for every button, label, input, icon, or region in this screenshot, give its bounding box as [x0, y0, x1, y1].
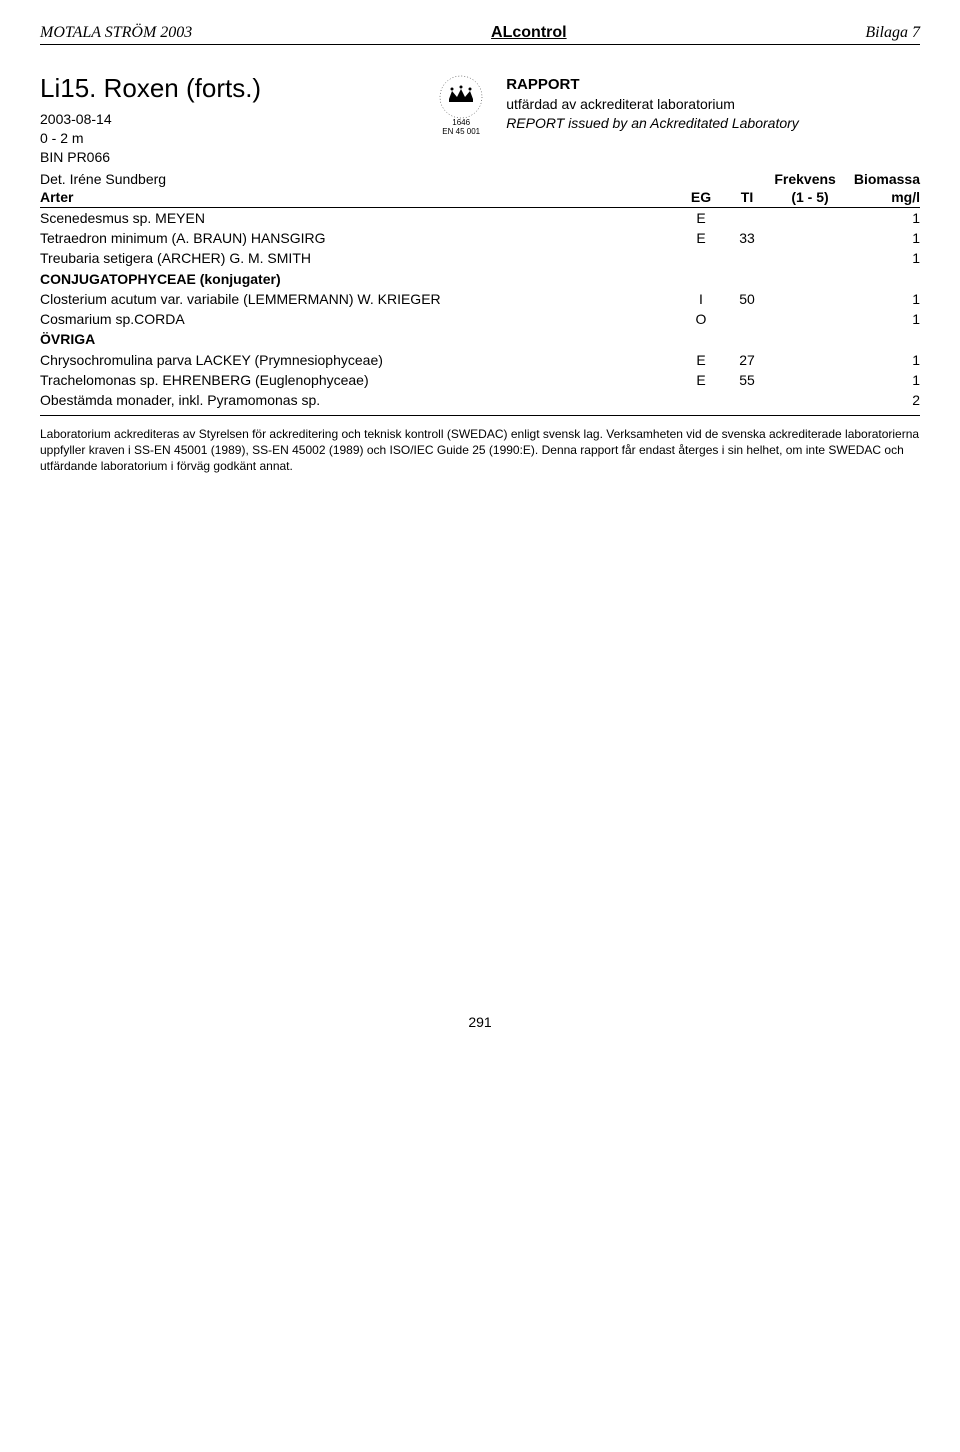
table-row: Chrysochromulina parva LACKEY (Prymnesio… [40, 350, 920, 370]
th-frekvens-range: (1 - 5) [770, 189, 850, 205]
cell-name: Closterium acutum var. variabile (LEMMER… [40, 289, 678, 309]
header-right: Bilaga 7 [865, 24, 920, 42]
table-row: Scenedesmus sp. MEYENE 1 [40, 208, 920, 228]
cell-frekvens [770, 289, 850, 309]
cell-ti [724, 208, 770, 228]
biomassa-label: Biomassa [854, 171, 920, 187]
table-header-row: Arter EG TI (1 - 5) mg/l [40, 189, 920, 208]
table-row: Obestämda monader, inkl. Pyramomonas sp.… [40, 390, 920, 410]
table-row: Treubaria setigera (ARCHER) G. M. SMITH 1 [40, 248, 920, 268]
table-row: Tetraedron minimum (A. BRAUN) HANSGIRGE3… [40, 228, 920, 248]
cell-ti [724, 309, 770, 329]
th-eg: EG [678, 189, 724, 205]
cell-frekvens [770, 248, 850, 268]
rapport-heading: RAPPORT [506, 75, 920, 95]
cell-ti [724, 248, 770, 268]
cell-eg: E [678, 370, 724, 390]
report-date: 2003-08-14 [40, 110, 416, 129]
cell-eg: E [678, 228, 724, 248]
cell-ti: 27 [724, 350, 770, 370]
header-left: MOTALA STRÖM 2003 [40, 24, 192, 42]
cell-biomassa: 1 [850, 228, 920, 248]
cell-biomassa: 1 [850, 350, 920, 370]
table-row: Cosmarium sp.CORDAO 1 [40, 309, 920, 329]
cell-name: Cosmarium sp.CORDA [40, 309, 678, 329]
th-arter: Arter [40, 189, 678, 205]
cell-ti: 50 [724, 289, 770, 309]
table-row: Closterium acutum var. variabile (LEMMER… [40, 289, 920, 309]
cell-name: ÖVRIGA [40, 329, 678, 349]
cell-biomassa: 1 [850, 370, 920, 390]
cell-biomassa: 1 [850, 208, 920, 228]
report-meta: 2003-08-14 0 - 2 m BIN PR066 [40, 110, 416, 167]
report-depth: 0 - 2 m [40, 129, 416, 148]
cell-eg [678, 269, 724, 289]
cell-frekvens [770, 350, 850, 370]
cell-eg: O [678, 309, 724, 329]
th-ti: TI [724, 189, 770, 205]
title-left: Li15. Roxen (forts.) 2003-08-14 0 - 2 m … [40, 73, 416, 167]
cell-frekvens [770, 208, 850, 228]
table-row: ÖVRIGA [40, 329, 920, 349]
cell-eg [678, 248, 724, 268]
cell-frekvens [770, 329, 850, 349]
cell-ti [724, 269, 770, 289]
report-title: Li15. Roxen (forts.) [40, 73, 416, 104]
rapport-line1: utfärdad av ackrediterat laboratorium [506, 95, 920, 114]
page-number: 291 [40, 1014, 920, 1030]
cell-frekvens [770, 390, 850, 410]
cell-name: Obestämda monader, inkl. Pyramomonas sp. [40, 390, 678, 410]
cell-ti: 55 [724, 370, 770, 390]
cell-frekvens [770, 269, 850, 289]
cell-biomassa: 1 [850, 309, 920, 329]
cell-biomassa: 1 [850, 289, 920, 309]
frekvens-label: Frekvens [774, 171, 835, 187]
cell-ti: 33 [724, 228, 770, 248]
cell-eg [678, 390, 724, 410]
header-center: ALcontrol [491, 24, 567, 42]
table-body: Scenedesmus sp. MEYENE1Tetraedron minimu… [40, 208, 920, 416]
cell-name: Treubaria setigera (ARCHER) G. M. SMITH [40, 248, 678, 268]
cell-biomassa [850, 269, 920, 289]
determiner-label: Det. Iréne Sundberg [40, 171, 166, 187]
logo-std: EN 45 001 [442, 128, 480, 137]
swedac-crown-icon [435, 75, 487, 119]
th-biomassa-unit: mg/l [850, 189, 920, 205]
table-row: Trachelomonas sp. EHRENBERG (Euglenophyc… [40, 370, 920, 390]
cell-frekvens [770, 309, 850, 329]
column-group-labels: Frekvens Biomassa [774, 171, 920, 187]
accreditation-logo: 1646 EN 45 001 [416, 73, 506, 137]
cell-ti [724, 390, 770, 410]
report-bin: BIN PR066 [40, 148, 416, 167]
cell-eg [678, 329, 724, 349]
cell-biomassa: 2 [850, 390, 920, 410]
page-header: MOTALA STRÖM 2003 ALcontrol Bilaga 7 [40, 24, 920, 45]
cell-frekvens [770, 228, 850, 248]
cell-name: Scenedesmus sp. MEYEN [40, 208, 678, 228]
rapport-line2: REPORT issued by an Ackreditated Laborat… [506, 114, 920, 133]
cell-eg: I [678, 289, 724, 309]
determiner-row: Det. Iréne Sundberg Frekvens Biomassa [40, 171, 920, 187]
cell-eg: E [678, 350, 724, 370]
cell-biomassa [850, 329, 920, 349]
cell-eg: E [678, 208, 724, 228]
cell-frekvens [770, 370, 850, 390]
cell-name: Trachelomonas sp. EHRENBERG (Euglenophyc… [40, 370, 678, 390]
cell-name: CONJUGATOPHYCEAE (konjugater) [40, 269, 678, 289]
title-block: Li15. Roxen (forts.) 2003-08-14 0 - 2 m … [40, 73, 920, 167]
accreditation-footnote: Laboratorium ackrediteras av Styrelsen f… [40, 426, 920, 475]
cell-ti [724, 329, 770, 349]
cell-name: Tetraedron minimum (A. BRAUN) HANSGIRG [40, 228, 678, 248]
rapport-block: RAPPORT utfärdad av ackrediterat laborat… [506, 73, 920, 133]
cell-name: Chrysochromulina parva LACKEY (Prymnesio… [40, 350, 678, 370]
cell-biomassa: 1 [850, 248, 920, 268]
table-row: CONJUGATOPHYCEAE (konjugater) [40, 269, 920, 289]
